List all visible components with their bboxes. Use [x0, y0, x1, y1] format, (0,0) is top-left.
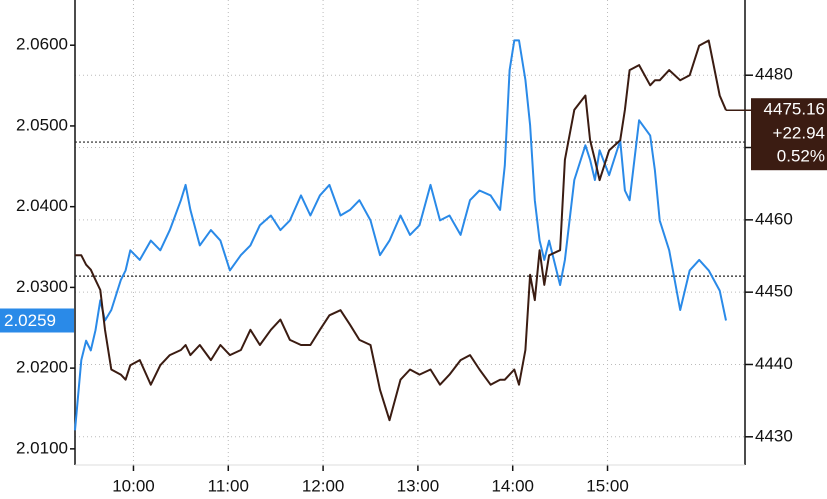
x-tick-label: 15:00: [586, 476, 629, 495]
y2-tick-label: 4440: [755, 354, 793, 373]
change-pct-label: 0.52%: [777, 147, 825, 166]
y-tick-label: 2.0200: [16, 358, 68, 377]
change-label: +22.94: [773, 124, 825, 143]
last-value-label: 4475.16: [764, 100, 825, 119]
y-tick-label: 2.0100: [16, 438, 68, 457]
y-tick-label: 2.0400: [16, 196, 68, 215]
y-tick-label: 2.0500: [16, 115, 68, 134]
x-tick-label: 13:00: [397, 476, 440, 495]
x-tick-label: 14:00: [491, 476, 534, 495]
last-value-badge: [0, 308, 74, 333]
y2-tick-label: 4430: [755, 426, 793, 445]
series-line: [75, 39, 727, 422]
last-value-label: 2.0259: [4, 311, 56, 330]
y-tick-label: 2.0600: [16, 35, 68, 54]
y2-tick-label: 4450: [755, 282, 793, 301]
last-value-badge: [751, 98, 827, 171]
y2-tick-label: 4460: [755, 209, 793, 228]
x-tick-label: 11:00: [208, 476, 249, 495]
y2-tick-label: 4480: [755, 65, 793, 84]
x-tick-label: 10:00: [112, 476, 155, 495]
x-tick-label: 12:00: [302, 476, 345, 495]
series-line: [74, 39, 727, 431]
y-tick-label: 2.0300: [16, 277, 68, 296]
